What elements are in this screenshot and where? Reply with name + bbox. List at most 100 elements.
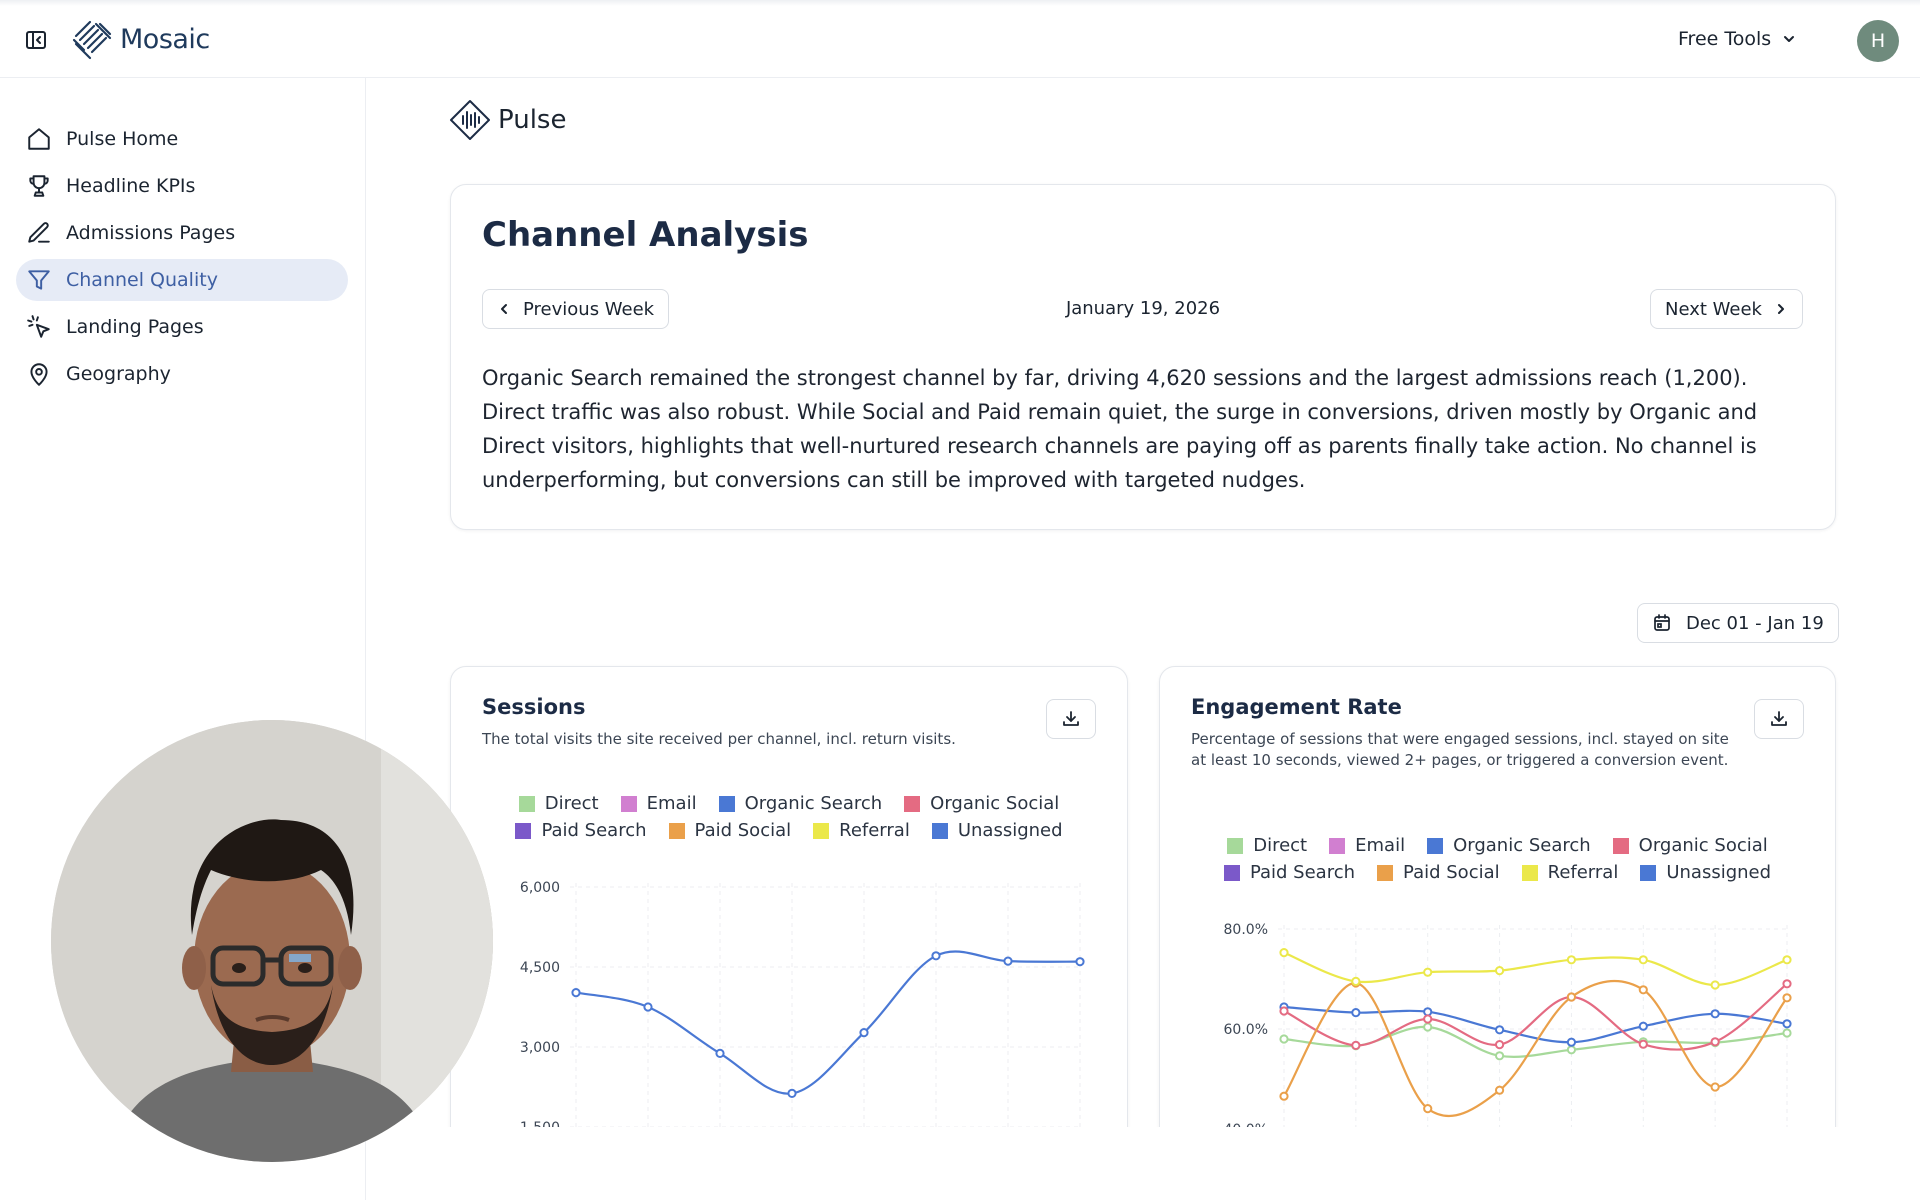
next-week-label: Next Week — [1665, 298, 1762, 320]
chevron-down-icon — [1784, 36, 1795, 42]
legend-swatch — [1223, 864, 1240, 881]
legend-swatch — [1377, 864, 1394, 881]
legend-label: Email — [1355, 835, 1406, 856]
sidebar-item-label: Headline KPIs — [66, 175, 196, 197]
legend-label: Referral — [839, 820, 910, 841]
legend-swatch — [718, 795, 735, 812]
legend-item[interactable]: Organic Search — [1427, 835, 1591, 856]
data-point — [1003, 956, 1013, 966]
chart-legend: Direct Email Organic Search Organic Social P… — [451, 793, 1127, 841]
chevron-right-icon — [1778, 304, 1784, 314]
legend-swatch — [904, 795, 921, 812]
sidebar-item-label: Admissions Pages — [66, 222, 236, 244]
data-point — [931, 951, 941, 961]
series-line — [1283, 1005, 1788, 1044]
legend-item[interactable]: Paid Social — [668, 820, 791, 841]
legend-item[interactable]: Paid Search — [515, 820, 647, 841]
y-tick-label: 4,500 — [520, 960, 560, 976]
sidebar-item-label: Geography — [66, 363, 171, 385]
data-point — [1710, 980, 1720, 990]
user-avatar[interactable]: H — [1857, 20, 1899, 62]
date-range-button[interactable]: Dec 01 - Jan 19 — [1637, 603, 1839, 643]
mosaic-logo-icon[interactable] — [70, 18, 114, 62]
data-point — [1351, 1008, 1361, 1018]
download-button[interactable] — [1046, 699, 1096, 739]
free-tools-menu[interactable]: Free Tools — [1678, 28, 1797, 50]
brand-name[interactable]: Mosaic — [120, 24, 210, 55]
legend-label: Referral — [1547, 862, 1619, 883]
data-point — [1566, 1037, 1577, 1047]
legend-item[interactable]: Organic Social — [1612, 835, 1768, 856]
sidebar: Pulse Home Headline KPIs Admissions Page… — [0, 78, 366, 1200]
y-tick-label: 3,000 — [520, 1040, 560, 1056]
legend-label: Paid Search — [1249, 862, 1356, 883]
page-brand: Pulse — [498, 105, 567, 135]
legend-item[interactable]: Direct — [518, 793, 599, 814]
data-point — [1494, 1085, 1505, 1095]
sidebar-toggle-icon[interactable] — [24, 28, 48, 52]
data-point — [1782, 979, 1792, 989]
data-point — [1710, 1037, 1720, 1047]
legend-label: Organic Search — [744, 793, 883, 814]
legend-item[interactable]: Paid Social — [1377, 862, 1500, 883]
legend-item[interactable]: Referral — [1521, 862, 1619, 883]
legend-item[interactable]: Paid Search — [1223, 862, 1356, 883]
legend-item[interactable]: Direct — [1227, 835, 1307, 856]
sidebar-item-label: Landing Pages — [66, 316, 204, 338]
data-point — [1075, 957, 1085, 967]
legend-item[interactable]: Referral — [813, 820, 910, 841]
next-week-button[interactable]: Next Week — [1650, 289, 1803, 329]
download-icon — [1771, 711, 1787, 726]
page-title: Channel Analysis — [482, 215, 809, 255]
week-date: January 19, 2026 — [1065, 298, 1221, 319]
legend-swatch — [1612, 837, 1629, 854]
sidebar-item-headline-kpis[interactable]: Headline KPIs — [16, 165, 348, 207]
chart-description: Percentage of sessions that were engaged… — [1191, 730, 1729, 769]
chart-title: Engagement Rate — [1191, 695, 1402, 719]
chart-title: Sessions — [482, 695, 586, 719]
sidebar-item-label: Pulse Home — [66, 128, 179, 150]
legend-item[interactable]: Unassigned — [931, 820, 1063, 841]
legend-label: Paid Social — [1403, 862, 1500, 883]
webcam-overlay — [51, 720, 493, 1162]
data-point — [1566, 992, 1577, 1002]
legend-swatch — [1329, 837, 1346, 854]
legend-label: Unassigned — [957, 820, 1063, 841]
free-tools-label: Free Tools — [1678, 28, 1772, 50]
legend-swatch — [813, 822, 830, 839]
legend-item[interactable]: Email — [620, 793, 697, 814]
legend-label: Organic Search — [1453, 835, 1591, 856]
data-point — [1566, 955, 1577, 965]
bottom-blank — [366, 1127, 1920, 1200]
sidebar-item-landing-pages[interactable]: Landing Pages — [16, 306, 348, 348]
sidebar-item-geography[interactable]: Geography — [16, 353, 348, 395]
data-point — [1423, 967, 1433, 977]
data-point — [1423, 1022, 1433, 1032]
legend-item[interactable]: Organic Search — [718, 793, 883, 814]
legend-item[interactable]: Organic Social — [904, 793, 1059, 814]
data-point — [787, 1088, 797, 1098]
legend-swatch — [1427, 837, 1444, 854]
home-icon — [28, 128, 50, 150]
sidebar-item-channel-quality[interactable]: Channel Quality — [16, 259, 348, 301]
sidebar-item-admissions-pages[interactable]: Admissions Pages — [16, 212, 348, 254]
pen-icon — [28, 222, 50, 243]
engagement-line-chart: 80.0%60.0%40.0% — [1224, 922, 1792, 1169]
data-point — [1279, 1006, 1289, 1016]
presenter-portrait — [51, 720, 493, 1162]
previous-week-button[interactable]: Previous Week — [482, 289, 670, 329]
trophy-icon — [29, 175, 49, 197]
data-point — [1279, 948, 1289, 958]
download-button[interactable] — [1754, 699, 1804, 739]
data-point — [1279, 1034, 1289, 1044]
data-point — [1638, 1039, 1648, 1049]
data-point — [1638, 985, 1648, 995]
chart-legend: Direct Email Organic Search Organic Social P… — [1160, 835, 1835, 883]
legend-item[interactable]: Unassigned — [1640, 862, 1771, 883]
legend-swatch — [1521, 864, 1538, 881]
data-point — [1782, 1028, 1792, 1038]
sidebar-item-pulse-home[interactable]: Pulse Home — [16, 118, 348, 160]
legend-item[interactable]: Email — [1329, 835, 1405, 856]
data-point — [1710, 1082, 1720, 1092]
legend-label: Paid Search — [541, 820, 647, 841]
